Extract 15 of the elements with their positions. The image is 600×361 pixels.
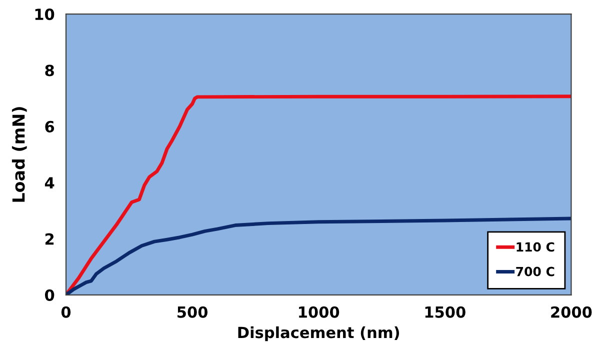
x-tick-label: 2000 bbox=[551, 306, 592, 318]
x-tick-label: 0 bbox=[61, 306, 71, 318]
legend-label: 110 C bbox=[516, 242, 554, 252]
y-tick-label: 2 bbox=[45, 233, 54, 245]
legend-label: 700 C bbox=[516, 266, 554, 276]
y-tick-label: 6 bbox=[45, 120, 54, 132]
y-tick-label: 8 bbox=[45, 64, 54, 76]
y-tick-label: 10 bbox=[35, 8, 54, 20]
x-tick-label: 500 bbox=[178, 306, 208, 318]
y-tick-label: 4 bbox=[44, 177, 54, 188]
y-tick-label: 0 bbox=[44, 289, 54, 301]
x-tick-label: 1500 bbox=[425, 306, 466, 318]
x-axis-title: Displacement (nm) bbox=[238, 326, 400, 342]
x-tick-label: 1000 bbox=[299, 306, 340, 318]
y-axis-title: Load (mN) bbox=[12, 107, 27, 202]
